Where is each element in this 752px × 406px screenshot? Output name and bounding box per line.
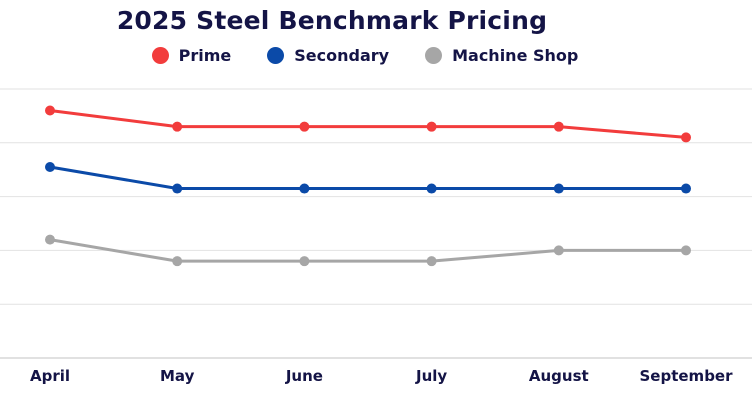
data-point (681, 245, 691, 256)
legend-swatch-secondary (267, 47, 285, 64)
legend-item-machine-shop: Machine Shop (425, 46, 578, 65)
data-point (172, 256, 183, 267)
data-point (553, 121, 564, 132)
data-point (172, 121, 183, 132)
x-tick-label: June (285, 367, 323, 385)
series-line (48, 109, 688, 139)
data-point (681, 183, 691, 194)
data-point (299, 256, 310, 267)
legend-swatch-prime (151, 47, 169, 64)
data-point (426, 121, 437, 132)
chart-title: 2025 Steel Benchmark Pricing (116, 6, 548, 35)
series-line (48, 238, 688, 263)
x-tick-label: September (640, 367, 734, 385)
legend-label-prime: Prime (178, 46, 232, 65)
data-point (553, 183, 564, 194)
legend-label-machine-shop: Machine Shop (452, 46, 579, 65)
data-point (45, 234, 55, 245)
legend-label-secondary: Secondary (294, 46, 390, 65)
data-point (299, 121, 310, 132)
legend-item-prime: Prime (151, 46, 232, 65)
x-tick-label: July (415, 367, 447, 385)
x-tick-label: May (160, 367, 195, 385)
data-point (681, 132, 691, 143)
x-tick-label: April (30, 367, 70, 385)
legend-item-secondary: Secondary (267, 46, 389, 65)
data-point (45, 105, 55, 116)
data-point (299, 183, 310, 194)
x-tick-label: August (529, 367, 589, 385)
data-point (553, 245, 564, 256)
data-point (172, 183, 183, 194)
legend: Prime Secondary Machine Shop (0, 46, 730, 65)
legend-swatch-machine-shop (425, 47, 443, 64)
data-point (426, 256, 437, 267)
series-line (48, 165, 688, 191)
data-point (426, 183, 437, 194)
data-point (45, 162, 55, 173)
